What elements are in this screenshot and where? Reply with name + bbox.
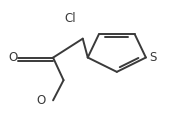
Text: O: O (37, 94, 46, 107)
Text: O: O (8, 51, 18, 64)
Text: Cl: Cl (65, 12, 76, 25)
Text: S: S (149, 51, 156, 64)
